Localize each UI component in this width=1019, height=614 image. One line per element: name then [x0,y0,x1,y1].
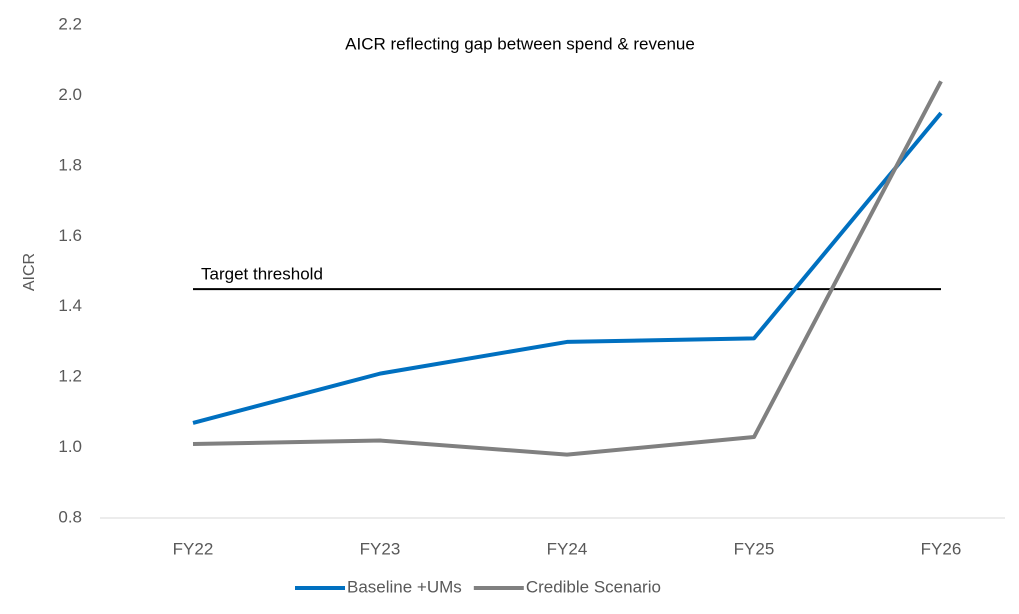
x-tick-label: FY25 [734,539,775,558]
y-axis-label: AICR [21,253,38,291]
series-line [192,111,943,425]
y-tick-label: 1.0 [58,437,82,456]
y-tick-label: 1.8 [58,155,82,174]
y-tick-label: 2.0 [58,85,82,104]
y-tick-label: 2.2 [58,14,82,33]
chart-title: AICR reflecting gap between spend & reve… [345,34,695,53]
threshold-label: Target threshold [201,265,323,284]
x-tick-label: FY22 [173,539,214,558]
x-tick-label: FY23 [360,539,401,558]
y-tick-label: 1.4 [58,296,82,315]
x-tick-label: FY24 [547,539,588,558]
x-tick-label: FY26 [921,539,962,558]
y-tick-label: 1.2 [58,367,82,386]
legend-label: Credible Scenario [526,577,661,596]
y-tick-label: 0.8 [58,507,82,526]
legend-label: Baseline +UMs [347,577,462,596]
series-line [192,80,943,457]
y-tick-label: 1.6 [58,226,82,245]
